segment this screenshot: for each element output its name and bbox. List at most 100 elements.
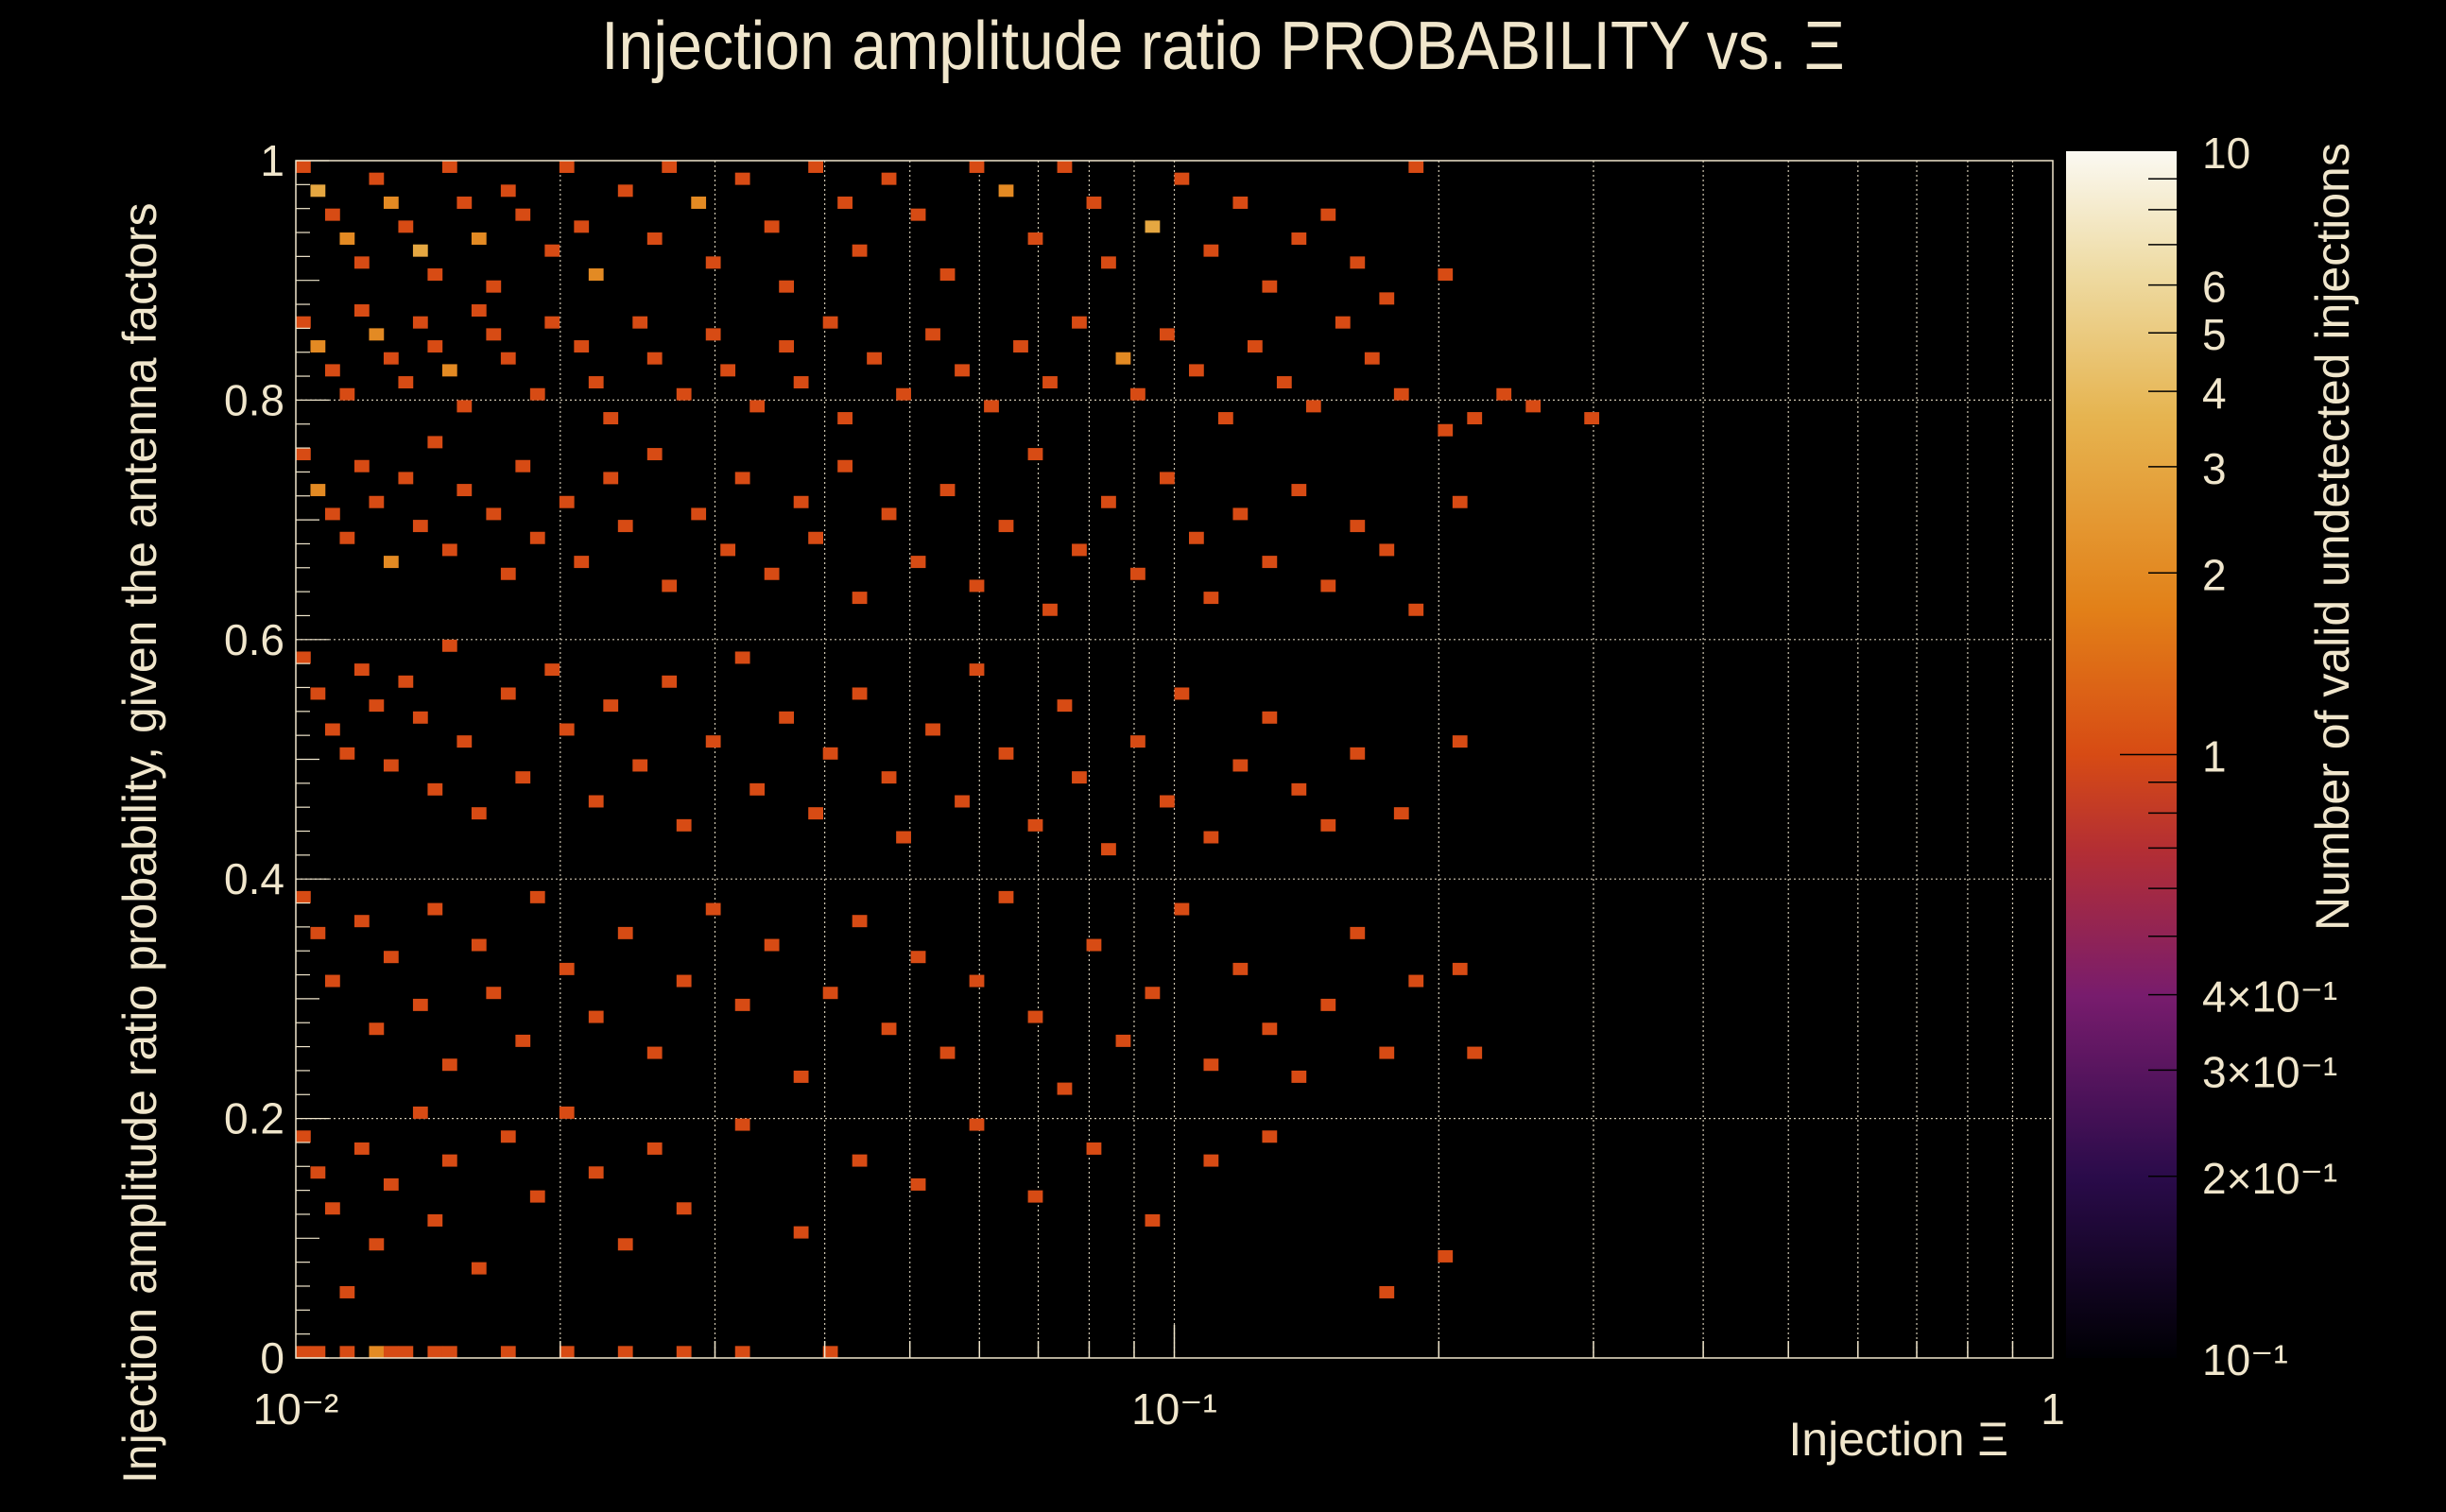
heatmap-cell — [779, 340, 795, 353]
heatmap-cell — [427, 1346, 443, 1359]
chart-title: Injection amplitude ratio PROBABILITY vs… — [601, 9, 1845, 84]
heatmap-cell — [1174, 687, 1190, 700]
heatmap-cell — [910, 951, 926, 964]
heatmap-cell — [969, 161, 985, 173]
heatmap-cell — [910, 1177, 926, 1191]
heatmap-cell — [1408, 603, 1424, 616]
heatmap-cell — [1232, 759, 1249, 772]
color-bar-tick-label: 6 — [2202, 263, 2227, 312]
heatmap-cell — [793, 1226, 809, 1239]
heatmap-cell — [339, 387, 355, 401]
heatmap-cell — [1364, 352, 1380, 365]
heatmap-cell — [486, 328, 502, 341]
heatmap-cell — [1130, 567, 1145, 580]
heatmap-cell — [456, 197, 473, 209]
heatmap-cell — [822, 747, 838, 760]
heatmap-cell — [1408, 161, 1424, 173]
heatmap-cell — [822, 316, 838, 329]
color-bar-tick-label: 1 — [2202, 732, 2227, 782]
heatmap-cell — [559, 962, 575, 975]
heatmap-cell — [1160, 328, 1175, 341]
heatmap-cell — [500, 687, 516, 700]
heatmap-cell — [296, 1346, 311, 1359]
y-tick-label: 0 — [260, 1333, 284, 1383]
heatmap-cell — [939, 268, 956, 281]
heatmap-cell — [339, 747, 355, 760]
heatmap-cell — [852, 1154, 868, 1167]
heatmap-cell — [1101, 256, 1116, 269]
heatmap-cell — [339, 531, 355, 544]
heatmap-cell — [1320, 579, 1336, 593]
heatmap-cell — [1291, 782, 1307, 796]
heatmap-cell — [353, 256, 370, 269]
heatmap-cell — [998, 184, 1014, 198]
heatmap-cell — [617, 520, 633, 533]
heatmap-cell — [427, 340, 443, 353]
heatmap-cell — [676, 974, 692, 988]
heatmap-cell — [852, 687, 868, 700]
heatmap-cell — [984, 400, 999, 413]
heatmap-cell — [734, 998, 750, 1011]
heatmap-cell — [574, 340, 590, 353]
heatmap-cell — [734, 1118, 750, 1131]
heatmap-cell — [500, 567, 516, 580]
heatmap-cell — [456, 484, 473, 497]
heatmap-cell — [1174, 172, 1190, 185]
heatmap-cell — [676, 1202, 692, 1215]
heatmap-cell — [1350, 747, 1366, 760]
heatmap-cell — [353, 1142, 370, 1155]
heatmap-cell — [955, 364, 970, 377]
heatmap-cell — [998, 520, 1014, 533]
heatmap-cell — [764, 567, 780, 580]
heatmap-cell — [1042, 376, 1058, 389]
heatmap-cell — [412, 316, 428, 329]
heatmap-cell — [867, 352, 882, 365]
heatmap-cell — [939, 1046, 956, 1059]
heatmap-cell — [529, 1190, 545, 1203]
y-tick-label: 0.6 — [224, 615, 284, 664]
heatmap-cell — [310, 484, 326, 497]
heatmap-cell — [1203, 1058, 1219, 1072]
heatmap-cell — [1379, 292, 1395, 305]
heatmap-cell — [369, 699, 385, 713]
heatmap-cell — [427, 436, 443, 449]
heatmap-cell — [617, 926, 633, 939]
heatmap-cell — [1584, 412, 1600, 425]
heatmap-cell — [662, 579, 678, 593]
heatmap-cell — [1262, 1130, 1278, 1143]
heatmap-cell — [1145, 987, 1161, 1000]
x-tick-label: 1 — [2041, 1384, 2065, 1434]
heatmap-cell — [837, 412, 853, 425]
heatmap-cell — [969, 579, 985, 593]
x-axis-label: Injection Ξ — [1788, 1413, 2008, 1466]
heatmap-cell — [822, 987, 838, 1000]
heatmap-cell — [793, 495, 809, 508]
heatmap-cell — [734, 1346, 750, 1359]
heatmap-cell — [1027, 448, 1043, 461]
heatmap-cell — [1467, 412, 1483, 425]
heatmap-cell — [559, 161, 575, 173]
heatmap-cell — [574, 556, 590, 569]
heatmap-cell — [705, 902, 721, 916]
heatmap-cell — [646, 232, 663, 245]
heatmap-cell — [1203, 1154, 1219, 1167]
heatmap-cell — [1379, 543, 1395, 557]
heatmap-cell — [369, 1022, 385, 1036]
heatmap-cell — [324, 974, 340, 988]
heatmap-cell — [369, 328, 385, 341]
heatmap-cell — [749, 782, 766, 796]
heatmap-cell — [529, 531, 545, 544]
heatmap-cell — [793, 1070, 809, 1083]
heatmap-cell — [1027, 818, 1043, 832]
heatmap-cell — [1438, 1249, 1454, 1263]
heatmap-cell — [515, 771, 531, 784]
heatmap-cell — [1072, 771, 1087, 784]
heatmap-cell — [296, 890, 311, 903]
heatmap-cell — [1379, 1046, 1395, 1059]
heatmap-cell — [925, 723, 940, 736]
heatmap-cell — [1160, 795, 1175, 808]
heatmap-cell — [441, 1346, 457, 1359]
heatmap-cell — [353, 915, 370, 928]
heatmap-cell — [1042, 603, 1058, 616]
heatmap-cell — [676, 818, 692, 832]
